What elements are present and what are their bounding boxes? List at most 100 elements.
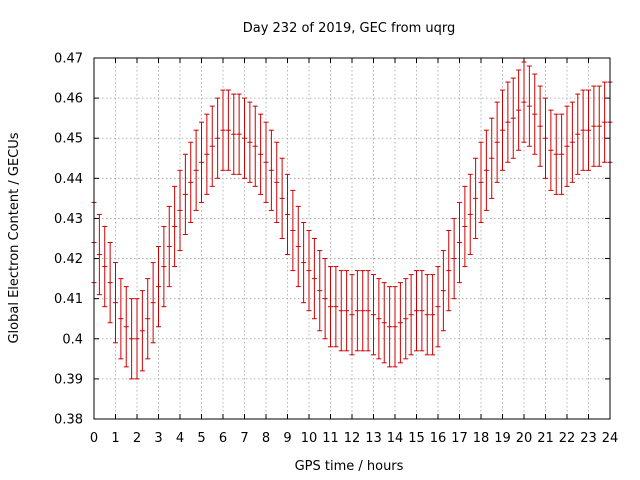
error-bar-point (209, 105, 215, 187)
error-bar-point (252, 105, 258, 187)
error-bar-point (516, 69, 522, 151)
error-bar-point (215, 97, 221, 179)
error-bar-point (134, 298, 140, 380)
error-bar-point (242, 97, 247, 179)
x-tick-label: 18 (473, 431, 490, 446)
error-bar-point (553, 113, 559, 195)
x-tick-label: 17 (451, 431, 468, 446)
error-bar-point (440, 250, 446, 332)
x-axis-label: GPS time / hours (295, 459, 404, 474)
error-bar-point (586, 89, 591, 171)
error-bar-point (204, 113, 210, 195)
error-bar-point (483, 129, 489, 211)
y-tick-label: 0.45 (54, 132, 83, 147)
error-bar-point (526, 65, 532, 147)
error-bar-point (231, 93, 237, 175)
y-tick-label: 0.38 (54, 413, 83, 428)
error-bar-point (322, 258, 328, 340)
error-bar-point (591, 85, 597, 167)
error-bar-point (596, 85, 602, 167)
error-bar-point (225, 89, 231, 171)
error-bar-point (268, 129, 274, 211)
error-bar-point (177, 169, 183, 252)
x-tick-labels: 0 1 2 3 4 5 6 7 8 9 10 11 12 13 14 15 16 17 18 19 20 21 22 23 24 (90, 431, 618, 446)
x-tick-label: 20 (516, 431, 533, 446)
x-tick-label: 7 (240, 431, 248, 446)
error-bar-point (317, 250, 323, 332)
error-bar-point (295, 205, 301, 288)
error-bar-point (403, 278, 409, 360)
error-bar-point (247, 101, 253, 183)
error-bar-point (118, 278, 124, 360)
error-bar-point (236, 93, 242, 175)
error-bar-point (102, 225, 108, 308)
x-tick-label: 3 (154, 431, 162, 446)
x-tick-label: 15 (408, 431, 425, 446)
error-bar-point (457, 201, 462, 284)
x-tick-label: 24 (602, 431, 619, 446)
x-tick-label: 22 (559, 431, 576, 446)
grid-lines (94, 58, 610, 419)
error-bar-point (258, 113, 264, 195)
x-tick-label: 1 (111, 431, 119, 446)
error-bar-point (446, 229, 452, 312)
error-bar-point (333, 266, 339, 348)
error-bar-point (467, 173, 473, 256)
y-tick-label: 0.46 (54, 92, 83, 107)
y-tick-label: 0.41 (54, 292, 83, 307)
y-tick-labels: 0.38 0.39 0.4 0.41 0.42 0.43 0.44 0.45 0.46 0.47 (54, 52, 83, 428)
error-bar-point (580, 89, 586, 171)
error-bar-point (387, 286, 393, 368)
error-bar-point (279, 157, 285, 239)
error-bar-point (199, 121, 204, 203)
x-tick-label: 19 (494, 431, 511, 446)
error-bar-point (338, 270, 344, 352)
x-tick-label: 10 (301, 431, 318, 446)
error-bar-point (521, 61, 527, 143)
error-bar-point (161, 225, 167, 308)
error-bar-point (564, 105, 570, 187)
error-bar-point (505, 81, 511, 163)
y-tick-label: 0.42 (54, 252, 83, 267)
error-bar-point (344, 270, 350, 352)
x-tick-label: 12 (344, 431, 361, 446)
error-bar-point (311, 238, 317, 320)
x-tick-label: 11 (322, 431, 339, 446)
error-bar-point (602, 81, 608, 163)
error-bar-point (532, 73, 538, 155)
error-bar-point (188, 141, 194, 223)
x-tick-label: 21 (537, 431, 554, 446)
error-bar-point (419, 270, 425, 352)
x-tick-label: 9 (283, 431, 291, 446)
error-bar-point (328, 266, 333, 348)
error-bar-point (569, 101, 575, 183)
y-tick-label: 0.44 (54, 172, 83, 187)
error-bar-point (478, 141, 484, 223)
error-bar-point (462, 185, 468, 268)
error-bar-point (575, 93, 581, 175)
error-bar-point (220, 89, 226, 171)
plot-frame (93, 57, 611, 420)
error-bar-point (354, 270, 360, 352)
error-bar-point (166, 205, 172, 288)
error-bar-point (414, 270, 419, 352)
error-bar-point (182, 153, 188, 235)
x-tick-label: 0 (90, 431, 98, 446)
error-bar-point (290, 189, 296, 272)
error-bar-point (376, 278, 382, 360)
error-bar-point (494, 101, 500, 183)
x-tick-label: 13 (365, 431, 382, 446)
error-bar-point (543, 97, 548, 179)
error-bar-point (510, 77, 516, 159)
error-bar-point (123, 286, 129, 368)
error-bar-point (145, 278, 151, 360)
y-tick-label: 0.47 (54, 52, 83, 67)
error-bar-point (139, 290, 145, 372)
x-tick-label: 2 (133, 431, 141, 446)
error-bar-point (397, 282, 403, 364)
error-bar-point (430, 274, 436, 356)
x-tick-label: 5 (197, 431, 205, 446)
error-bar-point (96, 213, 102, 296)
error-bar-point (451, 217, 457, 300)
